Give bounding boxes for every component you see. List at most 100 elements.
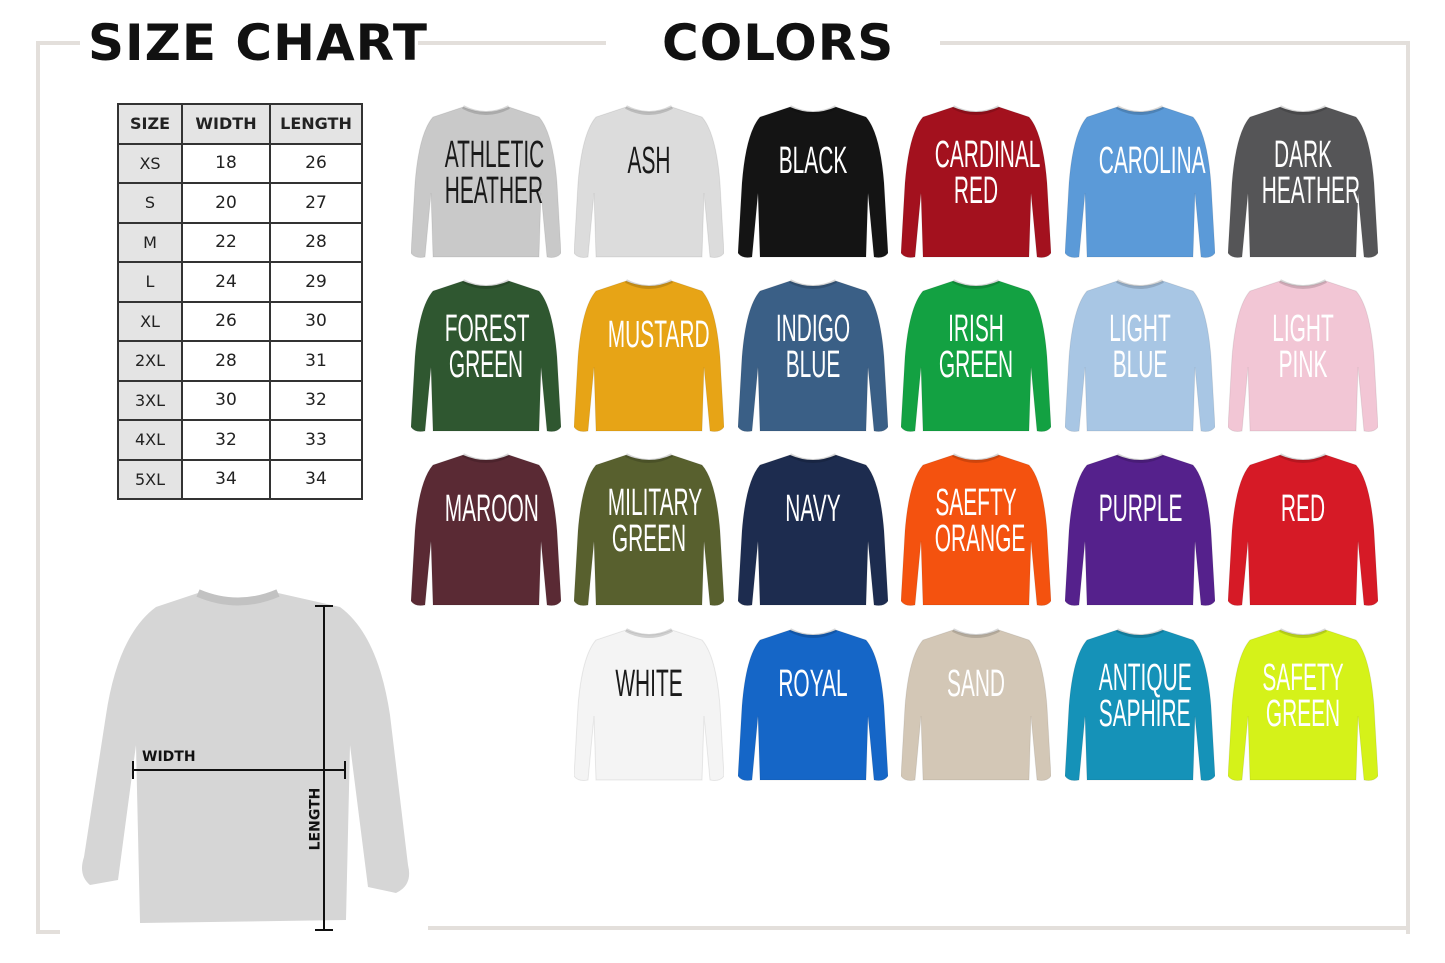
size-row: 5XL 34 34 (117, 458, 363, 500)
size-cell: L (117, 261, 183, 303)
color-swatch[interactable]: SAND (901, 626, 1051, 786)
color-swatch[interactable]: INDIGO BLUE (738, 277, 888, 437)
length-cell: 33 (269, 419, 363, 461)
sweatshirt-icon (574, 453, 724, 606)
width-cell: 26 (181, 300, 271, 342)
sweatshirt-icon (574, 628, 724, 781)
color-swatch[interactable]: NAVY (738, 451, 888, 611)
frame-top-1 (36, 41, 80, 45)
length-tick-bottom (315, 929, 333, 931)
frame-bottom-2 (428, 926, 1410, 930)
color-name: MILITARY GREEN (607, 482, 703, 560)
sweatshirt-icon (1065, 453, 1215, 606)
length-cell: 32 (269, 379, 363, 421)
sweatshirt-icon (1228, 105, 1378, 258)
sweatshirt-icon (574, 105, 724, 258)
color-swatch[interactable]: LIGHT PINK (1228, 277, 1378, 437)
color-swatch[interactable]: ANTIQUE SAPHIRE (1065, 626, 1215, 786)
sweatshirt-icon (901, 628, 1051, 781)
frame-top-3 (940, 41, 1410, 45)
color-name: WHITE (615, 663, 683, 705)
sweatshirt-icon (1065, 279, 1215, 432)
length-cell: 26 (269, 142, 363, 184)
sweatshirt-icon (1228, 279, 1378, 432)
color-swatch[interactable]: WHITE (574, 626, 724, 786)
size-cell: 4XL (117, 419, 183, 461)
sweatshirt-icon (1228, 453, 1378, 606)
frame-top-2 (418, 41, 606, 45)
header-length: LENGTH (269, 103, 363, 145)
color-swatch[interactable]: SAFETY GREEN (1228, 626, 1378, 786)
size-cell: M (117, 221, 183, 263)
color-swatch[interactable]: PURPLE (1065, 451, 1215, 611)
size-row: 2XL 28 31 (117, 340, 363, 382)
color-swatch[interactable]: SAEFTY ORANGE (901, 451, 1051, 611)
size-row: XL 26 30 (117, 300, 363, 342)
width-cell: 32 (181, 419, 271, 461)
color-name: CAROLINA (1098, 140, 1206, 182)
size-cell: XS (117, 142, 183, 184)
color-name: FOREST GREEN (444, 308, 530, 386)
size-row: 3XL 30 32 (117, 379, 363, 421)
length-cell: 28 (269, 221, 363, 263)
header-size: SIZE (117, 103, 183, 145)
color-name: ROYAL (778, 663, 848, 705)
color-swatch[interactable]: MAROON (411, 451, 561, 611)
sweatshirt-icon (738, 453, 888, 606)
length-cell: 34 (269, 458, 363, 500)
length-cell: 29 (269, 261, 363, 303)
sweatshirt-icon (411, 453, 561, 606)
length-measure-line (323, 605, 325, 931)
width-cell: 22 (181, 221, 271, 263)
color-name: CARDINAL RED (934, 134, 1041, 212)
color-name: INDIGO BLUE (775, 308, 851, 386)
color-swatch[interactable]: CARDINAL RED (901, 103, 1051, 263)
color-swatch[interactable]: ROYAL (738, 626, 888, 786)
sweatshirt-icon (901, 105, 1051, 258)
color-name: DARK HEATHER (1261, 134, 1361, 212)
size-cell: 2XL (117, 340, 183, 382)
color-swatch[interactable]: MILITARY GREEN (574, 451, 724, 611)
size-table: SIZE WIDTH LENGTH XS 18 26 S 20 27 M 22 28 L 24 29 X… (117, 103, 363, 500)
color-name: SAND (946, 663, 1006, 705)
sweatshirt-icon (1065, 628, 1215, 781)
color-swatch[interactable]: FOREST GREEN (411, 277, 561, 437)
color-swatch[interactable]: CAROLINA (1065, 103, 1215, 263)
length-cell: 30 (269, 300, 363, 342)
width-label: WIDTH (142, 749, 196, 765)
color-swatch[interactable]: RED (1228, 451, 1378, 611)
header-width: WIDTH (181, 103, 271, 145)
sweatshirt-icon (738, 105, 888, 258)
color-swatch[interactable]: IRISH GREEN (901, 277, 1051, 437)
frame-right (1406, 41, 1410, 934)
size-row: 4XL 32 33 (117, 419, 363, 461)
colors-title: COLORS (662, 14, 895, 72)
color-name: SAEFTY ORANGE (934, 482, 1026, 560)
color-swatch[interactable]: DARK HEATHER (1228, 103, 1378, 263)
sweatshirt-icon (738, 279, 888, 432)
color-name: RED (1280, 488, 1326, 530)
size-row: L 24 29 (117, 261, 363, 303)
sweatshirt-icon (738, 628, 888, 781)
width-measure-line (132, 769, 346, 771)
width-tick-left (132, 761, 134, 779)
color-name: ASH (627, 140, 671, 182)
color-swatch[interactable]: BLACK (738, 103, 888, 263)
size-chart-title: SIZE CHART (88, 14, 429, 72)
length-label: LENGTH (307, 787, 324, 851)
color-name: NAVY (785, 488, 841, 530)
width-cell: 24 (181, 261, 271, 303)
color-name: SAFETY GREEN (1262, 657, 1344, 735)
color-swatch[interactable]: ATHLETIC HEATHER (411, 103, 561, 263)
color-swatch[interactable]: MUSTARD (574, 277, 724, 437)
color-name: MAROON (444, 488, 539, 530)
size-cell: XL (117, 300, 183, 342)
color-name: LIGHT BLUE (1109, 308, 1171, 386)
sweatshirt-icon (1228, 628, 1378, 781)
color-swatch[interactable]: LIGHT BLUE (1065, 277, 1215, 437)
color-swatch[interactable]: ASH (574, 103, 724, 263)
frame-bottom-1 (36, 930, 60, 934)
color-name: PURPLE (1098, 488, 1183, 530)
length-tick-top (315, 605, 333, 607)
sweatshirt-icon (411, 279, 561, 432)
